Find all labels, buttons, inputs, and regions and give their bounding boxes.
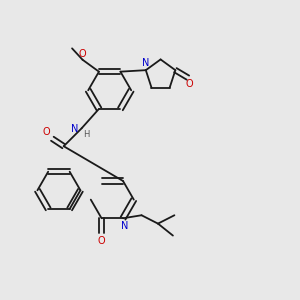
Text: O: O — [78, 49, 86, 58]
Text: O: O — [42, 127, 50, 137]
Text: H: H — [83, 130, 89, 139]
Text: O: O — [98, 236, 105, 246]
Text: N: N — [121, 221, 128, 231]
Text: N: N — [142, 58, 149, 68]
Text: N: N — [71, 124, 79, 134]
Text: O: O — [186, 80, 194, 89]
